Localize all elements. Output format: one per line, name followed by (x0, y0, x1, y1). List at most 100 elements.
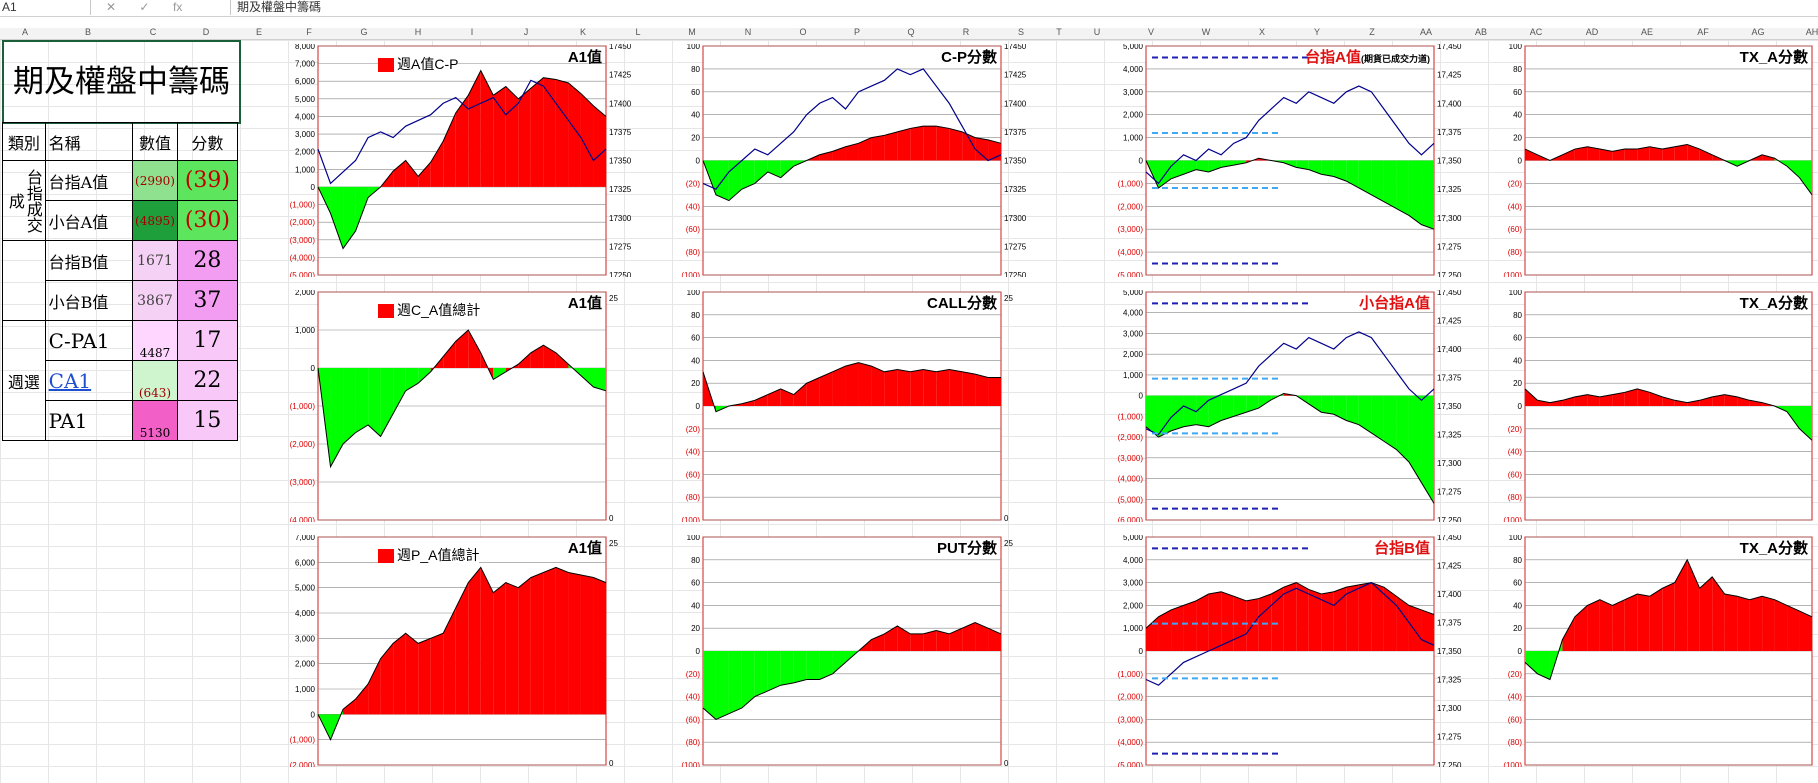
area-segment (884, 369, 898, 406)
formula-icons: ✕ ✓ fx (96, 0, 226, 15)
column-header-r[interactable]: R (962, 27, 970, 37)
column-header-i[interactable]: I (470, 27, 474, 37)
area-segment (1208, 591, 1222, 651)
column-header-k[interactable]: K (579, 27, 587, 37)
row-name[interactable]: 台指A值 (44, 160, 134, 201)
column-header-d[interactable]: D (202, 27, 210, 37)
column-header-o[interactable]: O (799, 27, 807, 37)
column-header-x[interactable]: X (1258, 27, 1266, 37)
column-header-ah[interactable]: AH (1805, 27, 1818, 37)
row-name-link[interactable]: CA1 (44, 360, 134, 401)
row-score[interactable]: 22 (176, 360, 239, 401)
column-header-v[interactable]: V (1147, 27, 1155, 37)
y-tick-label: (4,000) (1118, 248, 1144, 257)
row-score[interactable]: 17 (176, 320, 239, 361)
row-value[interactable]: 3867 (132, 280, 178, 321)
area-segment (330, 368, 344, 467)
chart-c10[interactable]: 100 80 60 40 20 0 (20) (40) (60) (80) (100) 25 0 PUT分… (665, 535, 1035, 767)
area-segment (1321, 591, 1334, 651)
column-header-p[interactable]: P (853, 27, 861, 37)
row-score[interactable]: 28 (176, 240, 239, 281)
column-header-ad[interactable]: AD (1585, 27, 1599, 37)
area-segment (1171, 160, 1184, 179)
column-header-ae[interactable]: AE (1640, 27, 1654, 37)
row-value[interactable]: (643) (132, 360, 178, 401)
area-segment (910, 126, 924, 161)
column-header-c[interactable]: C (149, 27, 157, 37)
legend-label: 週P_A值總計 (397, 547, 480, 563)
column-header-n[interactable]: N (744, 27, 752, 37)
row-value[interactable]: (2990) (132, 160, 178, 201)
area-segment (555, 352, 569, 368)
chart-svg: 5,000 4,000 3,000 2,000 1,000 0 (1,000) (2,000)… (1118, 290, 1462, 522)
column-header-g[interactable]: G (360, 27, 368, 37)
row-value[interactable]: (4895) (132, 200, 178, 241)
area-segment (568, 572, 581, 715)
column-header-z[interactable]: Z (1369, 27, 1375, 37)
row-name[interactable]: PA1 (44, 400, 134, 441)
chart-c6[interactable]: 100 80 60 40 20 0 (20) (40) (60) (80) (100) 25 0 CALL… (665, 290, 1035, 522)
fx-icon[interactable]: fx (173, 0, 183, 14)
row-name[interactable]: 台指B值 (44, 240, 134, 281)
column-header-q[interactable]: Q (907, 27, 915, 37)
column-header-t[interactable]: T (1056, 27, 1062, 37)
row-value[interactable]: 4487 (132, 320, 178, 361)
column-header-ag[interactable]: AG (1751, 27, 1765, 37)
enter-icon[interactable]: ✓ (139, 0, 150, 14)
chart-c7[interactable]: 5,000 4,000 3,000 2,000 1,000 0 (1,000) (2,000)… (1108, 290, 1468, 522)
column-header-y[interactable]: Y (1313, 27, 1321, 37)
column-header-m[interactable]: M (688, 27, 696, 37)
y-tick-label: 40 (1513, 111, 1522, 120)
column-header-s[interactable]: S (1017, 27, 1025, 37)
area-segment (1674, 559, 1688, 651)
column-header-f[interactable]: F (306, 27, 312, 37)
ca1-link[interactable]: CA1 (48, 368, 92, 393)
y2-tick-label: 17,325 (1437, 185, 1462, 194)
chart-c11[interactable]: 5,000 4,000 3,000 2,000 1,000 0 (1,000) (2,000)… (1108, 535, 1468, 767)
area-segment (1233, 596, 1247, 651)
area-segment (1737, 396, 1750, 406)
area-segment (910, 633, 924, 651)
area-segment (780, 160, 794, 178)
area-segment (1749, 596, 1763, 651)
y-tick-label: (60) (1508, 470, 1523, 479)
column-header-af[interactable]: AF (1697, 27, 1709, 37)
chart-c4[interactable]: 100 80 60 40 20 0 (20) (40) (60) (80) (100) TX_A分數 (1487, 44, 1818, 277)
row-value[interactable]: 1671 (132, 240, 178, 281)
column-header-a[interactable]: A (21, 27, 29, 37)
row-name[interactable]: 小台B值 (44, 280, 134, 321)
row-name[interactable]: 小台A值 (44, 200, 134, 241)
column-header-ac[interactable]: AC (1529, 27, 1543, 37)
row-score[interactable]: (30) (176, 200, 239, 241)
chart-c12[interactable]: 100 80 60 40 20 0 (20) (40) (60) (80) (100) TX_A分數 (1487, 535, 1818, 767)
name-box[interactable]: A1 (0, 0, 91, 15)
formula-input[interactable]: 期及權盤中籌碼 (230, 0, 1817, 15)
y2-tick-label: 17,450 (1437, 44, 1462, 51)
chart-c1[interactable]: 8,000 7,000 6,000 5,000 4,000 3,000 2,000 1,000… (280, 44, 640, 277)
row-value[interactable]: 5130 (132, 400, 178, 441)
area-segment (1525, 651, 1538, 674)
cancel-icon[interactable]: ✕ (105, 0, 117, 14)
area-segment (1712, 154, 1725, 161)
column-header-w[interactable]: W (1201, 27, 1211, 37)
column-header-l[interactable]: L (635, 27, 641, 37)
chart-c3[interactable]: 5,000 4,000 3,000 2,000 1,000 0 (1,000) (2,000)… (1108, 44, 1468, 277)
row-score[interactable]: 37 (176, 280, 239, 321)
chart-c2[interactable]: 100 80 60 40 20 0 (20) (40) (60) (80) (100) 17450 17… (665, 44, 1035, 277)
chart-c8[interactable]: 100 80 60 40 20 0 (20) (40) (60) (80) (100) TX_A分數 (1487, 290, 1818, 522)
chart-c5[interactable]: 2,000 1,000 0 (1,000) (2,000) (3,000) (4,000) 2… (280, 290, 640, 522)
column-header-b[interactable]: B (84, 27, 92, 37)
y2-tick-label: 17325 (609, 185, 632, 194)
row-score[interactable]: 15 (176, 400, 239, 441)
column-header-j[interactable]: J (523, 27, 529, 37)
area-segment (1333, 587, 1347, 651)
area-segment (405, 633, 419, 715)
column-header-ab[interactable]: AB (1474, 27, 1488, 37)
column-header-h[interactable]: H (414, 27, 422, 37)
column-header-aa[interactable]: AA (1419, 27, 1433, 37)
column-header-u[interactable]: U (1093, 27, 1101, 37)
row-name[interactable]: C-PA1 (44, 320, 134, 361)
row-score[interactable]: (39) (176, 160, 239, 201)
column-header-e[interactable]: E (255, 27, 263, 37)
chart-c9[interactable]: 7,000 6,000 5,000 4,000 3,000 2,000 1,000 0 (1,0… (280, 535, 640, 767)
